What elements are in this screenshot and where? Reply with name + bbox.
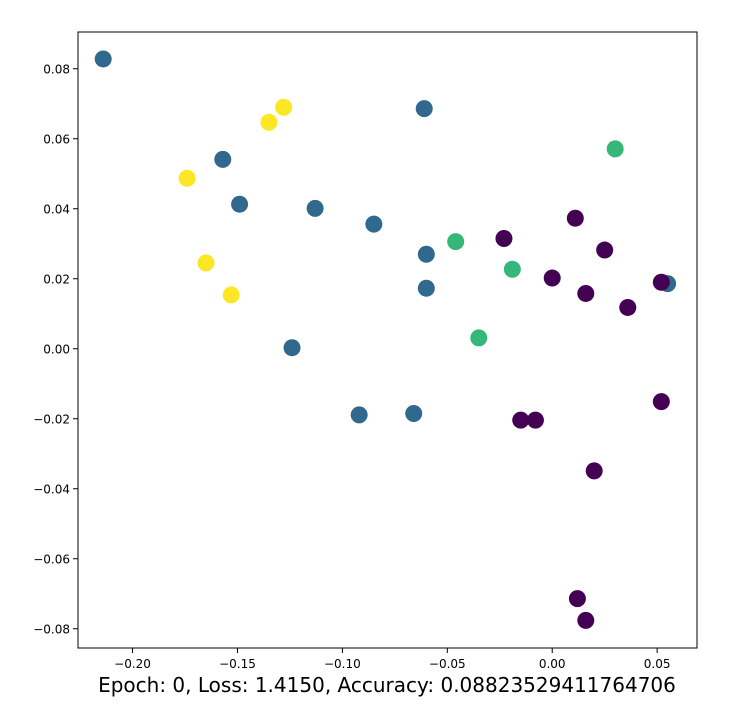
data-point-class2 — [470, 329, 488, 347]
data-point-class3 — [275, 98, 293, 116]
data-point-class1 — [405, 405, 423, 422]
y-tick-label: 0.08 — [43, 62, 70, 76]
data-point-class0 — [577, 284, 595, 302]
data-point-class0 — [577, 611, 595, 629]
data-point-class2 — [447, 233, 465, 251]
data-point-class0 — [568, 590, 586, 608]
data-point-class0 — [596, 241, 614, 259]
y-tick-label: −0.08 — [33, 622, 70, 636]
y-tick-label: −0.06 — [33, 552, 70, 566]
y-tick-label: 0.00 — [43, 342, 70, 356]
data-point-class0 — [543, 269, 561, 287]
data-point-class1 — [214, 150, 232, 168]
x-tick-label: 0.00 — [539, 657, 566, 671]
data-point-class3 — [197, 254, 215, 272]
x-tick-label: −0.20 — [114, 657, 151, 671]
x-axis-label: Epoch: 0, Loss: 1.4150, Accuracy: 0.0882… — [98, 673, 676, 697]
data-point-class1 — [231, 195, 249, 213]
data-point-class2 — [503, 260, 521, 278]
data-point-class1 — [283, 339, 301, 357]
data-point-class0 — [526, 411, 544, 429]
data-point-class0 — [495, 230, 513, 247]
data-point-class0 — [585, 462, 603, 480]
data-point-class1 — [365, 215, 383, 233]
data-point-class1 — [306, 199, 324, 217]
data-point-class0 — [652, 273, 670, 291]
data-point-class1 — [415, 100, 433, 118]
data-point-class0 — [566, 209, 584, 227]
data-point-class3 — [260, 113, 278, 131]
points-layer — [94, 50, 677, 629]
x-tick-label: −0.10 — [324, 657, 361, 671]
y-tick-label: −0.04 — [33, 482, 70, 496]
data-point-class0 — [619, 298, 637, 316]
plot-frame — [77, 31, 698, 649]
data-point-class1 — [94, 50, 112, 68]
y-tick-label: 0.04 — [43, 202, 70, 216]
y-tick-label: −0.02 — [33, 412, 70, 426]
x-tick-label: −0.05 — [429, 657, 466, 671]
x-axis-ticks: −0.20 −0.15 −0.10 −0.05 0.00 0.05 — [114, 648, 670, 671]
data-point-class2 — [606, 140, 624, 158]
data-point-class1 — [417, 279, 435, 297]
x-tick-label: 0.05 — [644, 657, 671, 671]
y-tick-label: 0.02 — [43, 272, 70, 286]
data-point-class1 — [417, 245, 435, 263]
plot-background — [78, 32, 697, 648]
data-point-class3 — [178, 169, 196, 187]
data-point-class0 — [652, 393, 670, 411]
data-point-class0 — [512, 411, 530, 429]
y-tick-label: 0.06 — [43, 132, 70, 146]
data-point-class3 — [222, 286, 240, 304]
data-point-class1 — [350, 406, 368, 424]
x-tick-label: −0.15 — [219, 657, 256, 671]
y-axis-ticks: −0.08 −0.06 −0.04 −0.02 0.00 0.02 0.04 0.06 0.08 — [33, 62, 78, 636]
